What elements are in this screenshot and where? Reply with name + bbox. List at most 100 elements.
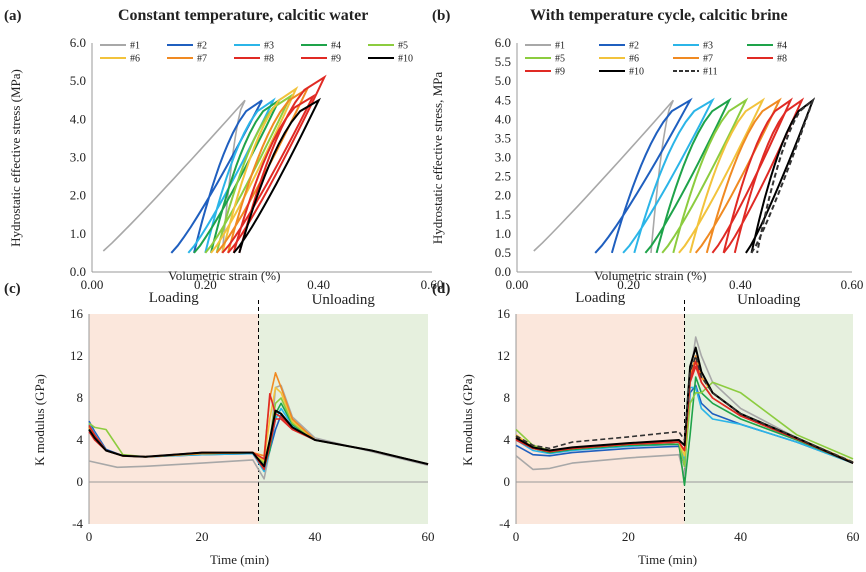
legend-label-4: #4: [331, 41, 341, 52]
y-tick-label: 3.0: [495, 150, 511, 165]
x-axis-label: Time (min): [210, 552, 269, 567]
legend-label-6: #6: [130, 54, 140, 65]
legend-label-8: #8: [777, 54, 787, 65]
series-line-1: [533, 99, 675, 253]
x-tick-label: 60: [847, 529, 860, 544]
x-tick-label: 20: [196, 529, 209, 544]
x-tick-label: 0: [86, 529, 93, 544]
legend-label-5: #5: [555, 54, 565, 65]
y-tick-label: 4: [504, 432, 511, 447]
panel-b: (b) With temperature cycle, calcitic brin…: [430, 7, 863, 292]
x-tick-label: 40: [734, 529, 747, 544]
series-line-6: [210, 85, 299, 254]
x-tick-label: 0.20: [617, 277, 640, 292]
x-tick-label: 0.00: [81, 277, 104, 292]
y-axis-label: Hydrostatic effective stress (MPa): [8, 69, 23, 247]
loading-label: Loading: [575, 290, 625, 306]
y-tick-label: 4.5: [495, 92, 511, 107]
loading-label: Loading: [149, 290, 199, 306]
unloading-region: [258, 314, 428, 524]
legend-label-7: #7: [197, 54, 207, 65]
legend-label-9: #9: [331, 54, 341, 65]
y-tick-label: 16: [70, 306, 84, 321]
y-tick-label: -4: [499, 516, 510, 531]
panel-title: With temperature cycle, calcitic brine: [530, 7, 788, 24]
legend-label-4: #4: [777, 41, 787, 52]
series-line-8: [711, 97, 793, 254]
series-line-5: [661, 97, 749, 254]
panel-label: (a): [4, 8, 22, 24]
panel-title: Constant temperature, calcitic water: [118, 7, 368, 24]
y-tick-label: 5.5: [495, 54, 511, 69]
y-tick-label: 2.0: [70, 188, 86, 203]
y-tick-label: 16: [497, 306, 511, 321]
y-axis-label: Hydrostatic effective stress, MPa: [430, 72, 445, 245]
y-tick-label: 2.5: [495, 169, 511, 184]
unloading-region: [684, 314, 853, 524]
legend-label-6: #6: [629, 54, 639, 65]
legend-label-10: #10: [629, 67, 644, 78]
y-tick-label: 5.0: [495, 73, 511, 88]
x-tick-label: 0.60: [421, 277, 444, 292]
loading-region: [516, 314, 685, 524]
legend-label-2: #2: [629, 41, 639, 52]
y-tick-label: 4: [77, 432, 84, 447]
panel-label: (d): [432, 281, 450, 297]
series-line-11: [750, 97, 816, 254]
y-tick-label: -4: [72, 516, 83, 531]
y-tick-label: 8: [77, 390, 84, 405]
legend-label-2: #2: [197, 41, 207, 52]
panel-label: (b): [432, 8, 450, 24]
x-tick-label: 60: [422, 529, 435, 544]
series-line-7: [694, 97, 782, 254]
y-axis-label: K modulus (GPa): [460, 374, 475, 466]
legend-label-10: #10: [398, 54, 413, 65]
panel-a: (a) Constant temperature, calcitic water 0…: [4, 7, 443, 292]
y-tick-label: 1.0: [70, 226, 86, 241]
x-axis-label: Volumetric strain (%): [594, 268, 706, 283]
series-line-9: [227, 74, 327, 254]
legend-label-3: #3: [264, 41, 274, 52]
y-tick-label: 1.5: [495, 207, 511, 222]
series-line-4: [644, 97, 732, 254]
y-tick-label: 2.0: [495, 188, 511, 203]
y-tick-label: 8: [504, 390, 511, 405]
series-line-4: [515, 376, 854, 486]
y-tick-label: 12: [497, 348, 510, 363]
legend-label-9: #9: [555, 67, 565, 78]
series-line-9: [722, 97, 805, 254]
legend-label-1: #1: [555, 41, 565, 52]
y-tick-label: 4.0: [70, 111, 86, 126]
series-line-10: [232, 97, 322, 254]
x-axis-label: Volumetric strain (%): [168, 268, 280, 283]
y-tick-label: 4.0: [495, 111, 511, 126]
legend-label-5: #5: [398, 41, 408, 52]
legend-label-7: #7: [703, 54, 713, 65]
series-line-4: [193, 97, 282, 254]
x-tick-label: 0.40: [729, 277, 752, 292]
y-tick-label: 0: [504, 474, 511, 489]
series-line-2: [594, 97, 693, 254]
series-line-2: [170, 99, 263, 254]
series-line-5: [204, 93, 293, 254]
x-axis-label: Time (min): [638, 552, 697, 567]
y-tick-label: 6.0: [495, 35, 511, 50]
y-tick-label: 5.0: [70, 73, 86, 88]
unloading-label: Unloading: [312, 292, 376, 308]
x-tick-label: 0.20: [194, 277, 217, 292]
loading-region: [89, 314, 259, 524]
series-line-10: [88, 409, 429, 468]
y-tick-label: 12: [70, 348, 83, 363]
y-tick-label: 6.0: [70, 35, 86, 50]
y-tick-label: 0: [77, 474, 84, 489]
legend-label-3: #3: [703, 41, 713, 52]
legend-label-8: #8: [264, 54, 274, 65]
series-line-11: [515, 355, 854, 463]
x-tick-label: 20: [622, 529, 635, 544]
x-tick-label: 0.60: [841, 277, 864, 292]
y-tick-label: 0.0: [70, 264, 86, 279]
series-line-3: [187, 97, 276, 254]
